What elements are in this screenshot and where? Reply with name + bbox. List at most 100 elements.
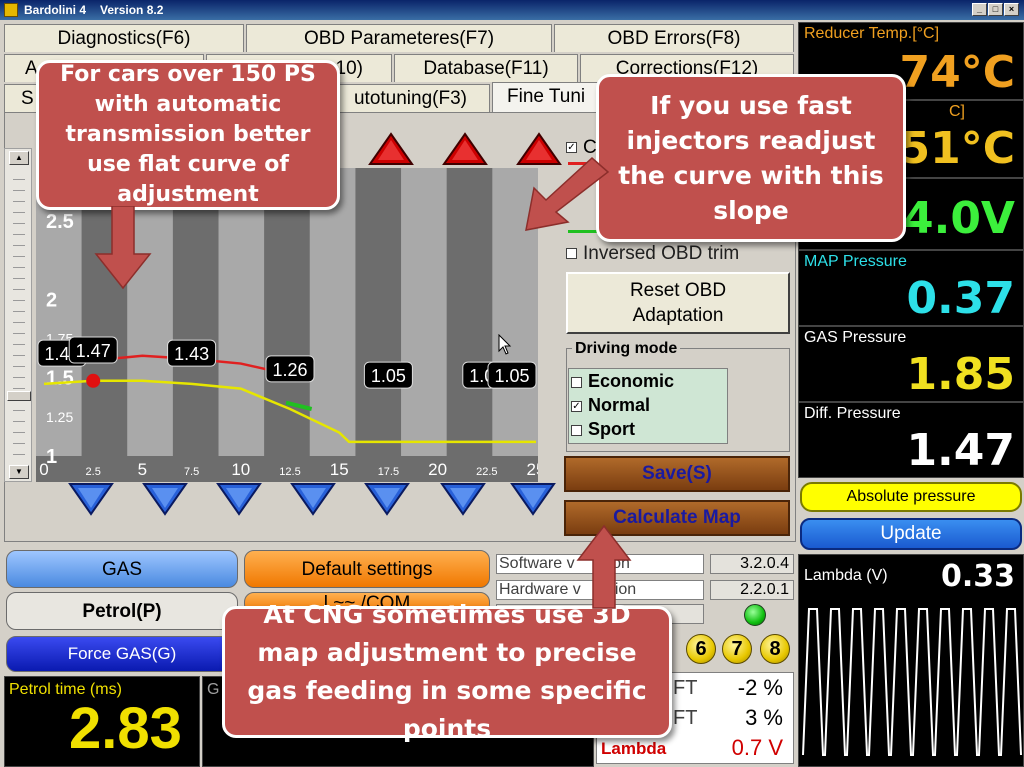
gas-pressure-label: GAS Pressure xyxy=(804,329,907,346)
lambda-label: Lambda (V) xyxy=(804,567,888,584)
raise-point-up-triangle-icon[interactable] xyxy=(368,132,414,166)
driving-mode-list: Economic ✓ Normal Sport xyxy=(568,368,728,444)
minimize-button[interactable]: _ xyxy=(972,3,987,16)
mode-economic[interactable]: Economic xyxy=(571,371,674,392)
x-tick-label-minor: 2.5 xyxy=(86,466,101,478)
hardware-version-value: 2.2.0.1 xyxy=(710,580,794,600)
lower-point-down-triangle-icon[interactable] xyxy=(364,482,410,516)
tab-obd-errors[interactable]: OBD Errors(F8) xyxy=(554,24,794,52)
lower-point-down-triangle-icon[interactable] xyxy=(440,482,486,516)
ft-row2-value: 3 % xyxy=(745,705,783,730)
absolute-pressure-button[interactable]: Absolute pressure xyxy=(800,482,1022,512)
mode-normal-label: Normal xyxy=(588,395,651,415)
lower-point-down-triangle-icon[interactable] xyxy=(510,482,556,516)
reset-obd-line1: Reset OBD xyxy=(629,280,727,301)
petrol-button[interactable]: Petrol(P) xyxy=(6,592,238,630)
gas-temp-label: C] xyxy=(949,103,965,120)
raise-point-up-triangle-icon[interactable] xyxy=(516,132,562,166)
point-value-box xyxy=(363,361,413,389)
series-line xyxy=(43,379,536,444)
point-value-label: 1.47 xyxy=(76,341,111,361)
checkbox-unchecked[interactable] xyxy=(566,248,577,260)
update-button[interactable]: Update xyxy=(800,518,1022,550)
chart-band xyxy=(355,168,402,456)
lower-point-down-triangle-icon[interactable] xyxy=(216,482,262,516)
x-tick-label: 20 xyxy=(428,460,447,479)
x-tick-label-minor: 7.5 xyxy=(184,466,199,478)
app-name: Bardolini 4 xyxy=(24,3,87,17)
reset-obd-adaptation-button[interactable]: Reset OBD Adaptation xyxy=(566,272,790,334)
y-tick-label: 2.5 xyxy=(46,211,74,233)
cylinder-8-indicator[interactable]: 8 xyxy=(760,634,790,664)
top-checkbox-row[interactable]: ✓ C xyxy=(566,137,597,159)
diff-pressure-label: Diff. Pressure xyxy=(804,405,901,422)
reducer-temp-label: Reducer Temp.[°C] xyxy=(804,25,940,42)
mode-sport[interactable]: Sport xyxy=(571,419,635,440)
tab-diagnostics[interactable]: Diagnostics(F6) xyxy=(4,24,244,52)
gas-pressure-gauge: GAS Pressure 1.85 xyxy=(798,326,1024,402)
mouse-cursor-icon xyxy=(498,334,512,355)
force-gas-button[interactable]: Force GAS(G) xyxy=(6,636,238,672)
checkbox-checked[interactable]: ✓ xyxy=(566,142,577,154)
point-value-label: 1.05 xyxy=(494,366,529,386)
lambda-row-label: Lambda xyxy=(601,739,667,758)
point-value-box xyxy=(68,336,118,364)
map-pressure-gauge: MAP Pressure 0.37 xyxy=(798,250,1024,326)
callout-flat-curve: For cars over 150 PS with automatic tran… xyxy=(36,60,340,210)
point-value-label: 1.43 xyxy=(174,344,209,364)
cylinder-7-indicator[interactable]: 7 xyxy=(722,634,752,664)
raise-point-up-triangle-icon[interactable] xyxy=(442,132,488,166)
lambda-row-value: 0.7 V xyxy=(731,735,783,760)
slider-up-arrow-icon[interactable]: ▲ xyxy=(9,151,29,165)
x-tick-label-minor: 22.5 xyxy=(476,466,497,478)
mode-normal[interactable]: ✓ Normal xyxy=(571,395,650,416)
vertical-slider[interactable]: ▲ ▼ xyxy=(4,148,32,482)
chart-band xyxy=(36,168,82,456)
reducer-temp-gauge: Reducer Temp.[°C] 74°C xyxy=(798,22,1024,100)
lambda-wave-line xyxy=(802,608,1022,756)
callout-3d-map: At CNG sometimes use 3D map adjustment t… xyxy=(222,600,672,743)
save-button[interactable]: Save(S) xyxy=(564,456,790,492)
software-label-head: Software v xyxy=(499,555,575,572)
lower-point-down-triangle-icon[interactable] xyxy=(142,482,188,516)
mode-sport-checkbox[interactable] xyxy=(571,424,582,436)
cylinder-6-indicator[interactable]: 6 xyxy=(686,634,716,664)
top-checkbox-label: C xyxy=(583,137,597,158)
map-pressure-label: MAP Pressure xyxy=(804,253,907,270)
tab-obd-parameters[interactable]: OBD Parameteres(F7) xyxy=(246,24,552,52)
red-series-swatch xyxy=(568,162,598,165)
mode-economic-checkbox[interactable] xyxy=(571,376,582,388)
slider-down-arrow-icon[interactable]: ▼ xyxy=(9,465,29,479)
chart-band xyxy=(401,168,447,456)
point-value-box xyxy=(487,361,537,389)
y-tick-label: 1 xyxy=(46,446,57,468)
reducer-temp-value: 74°C xyxy=(899,47,1015,98)
close-button[interactable]: × xyxy=(1004,3,1019,16)
gas-button[interactable]: GAS xyxy=(6,550,238,588)
petrol-time-label: Petrol time (ms) xyxy=(9,681,122,698)
lower-point-down-triangle-icon[interactable] xyxy=(68,482,114,516)
default-settings-button[interactable]: Default settings xyxy=(244,550,490,588)
green-series-swatch xyxy=(568,230,598,233)
y-tick-label: 1.5 xyxy=(46,368,74,390)
slider-thumb[interactable] xyxy=(7,391,31,401)
chart-band xyxy=(172,168,219,456)
lower-point-down-triangle-icon[interactable] xyxy=(290,482,336,516)
hardware-label-head: Hardware v xyxy=(499,581,581,598)
chart-band xyxy=(446,168,493,456)
mode-economic-label: Economic xyxy=(588,371,675,391)
app-version: Version 8.2 xyxy=(100,3,164,17)
mode-normal-checkbox[interactable]: ✓ xyxy=(571,400,582,412)
x-axis-strip xyxy=(36,456,538,482)
series-line xyxy=(285,400,313,411)
y-tick-label: 2 xyxy=(46,289,57,311)
chart-band xyxy=(264,168,310,456)
title-bar: Bardolini 4 Version 8.2 _ □ × xyxy=(0,0,1024,20)
maximize-button[interactable]: □ xyxy=(988,3,1003,16)
tab-database[interactable]: Database(F11) xyxy=(394,54,578,82)
inversed-obd-trim-checkbox[interactable]: Inversed OBD trim xyxy=(566,243,739,265)
x-tick-label: 25 xyxy=(527,460,538,479)
x-tick-label: 15 xyxy=(330,460,349,479)
x-tick-label: 0 xyxy=(39,460,48,479)
